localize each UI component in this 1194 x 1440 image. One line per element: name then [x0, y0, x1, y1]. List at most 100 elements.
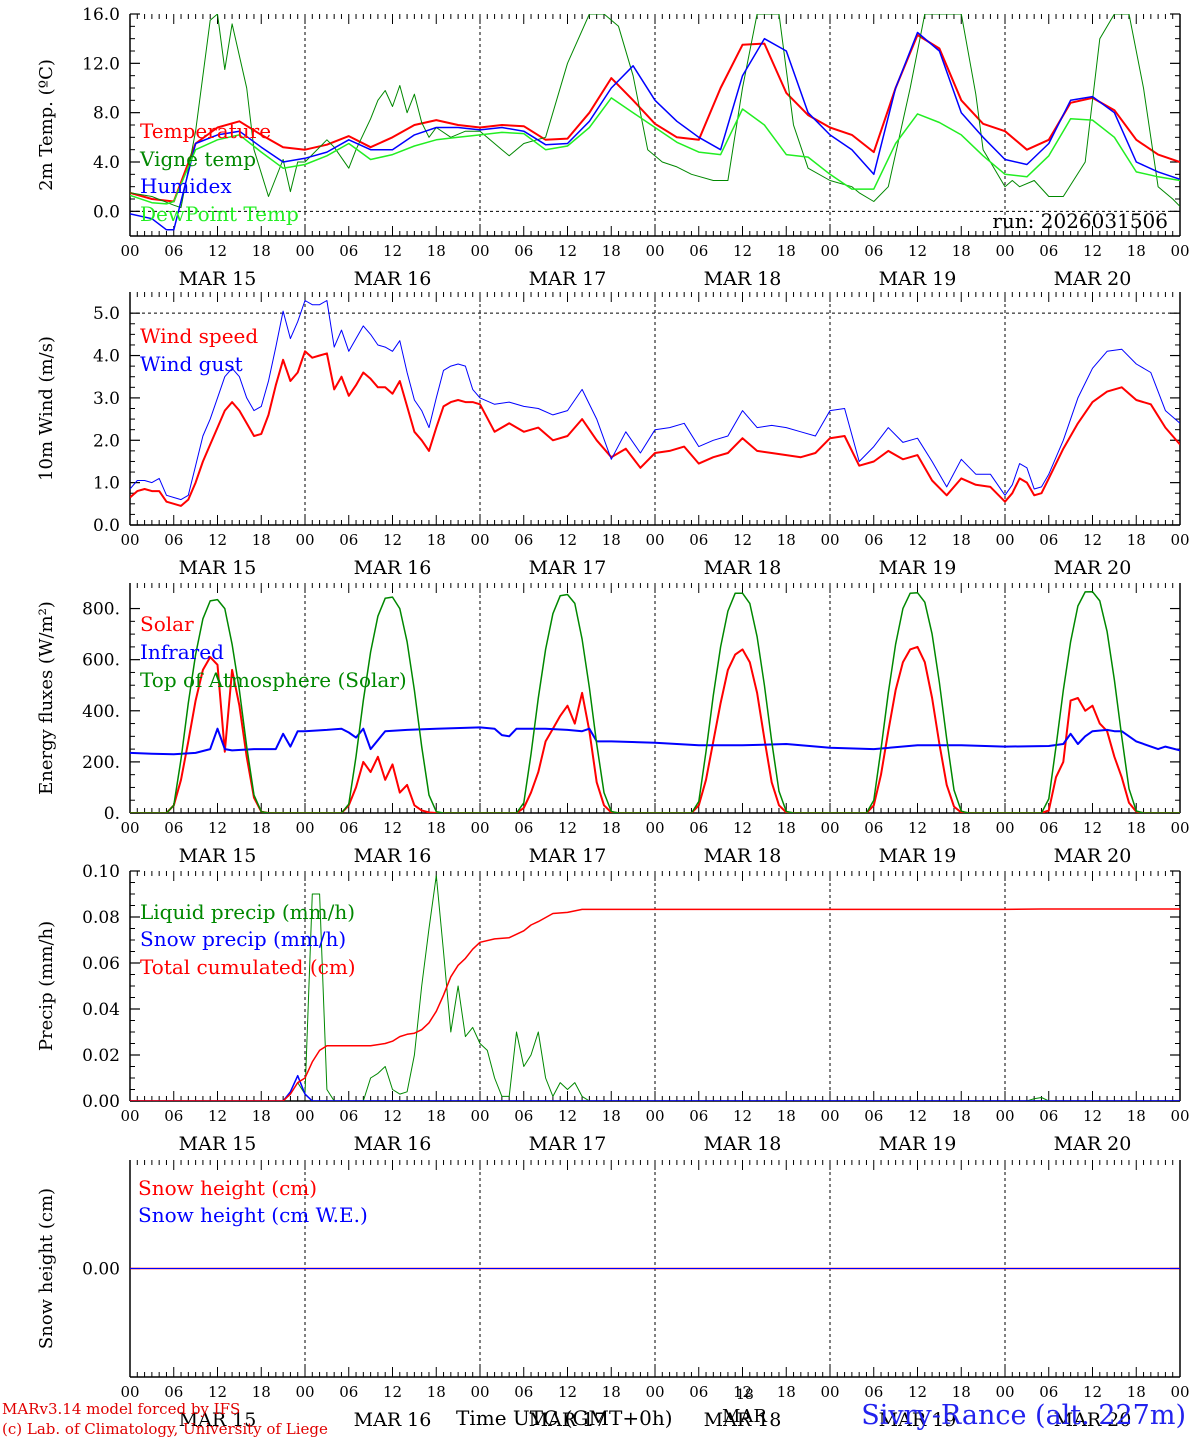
x-tick-label: 06	[514, 819, 533, 837]
x-tick-label: 00	[820, 242, 839, 260]
x-tick-label: 00	[995, 1383, 1014, 1401]
x-tick-label: 12	[1083, 242, 1102, 260]
date-label: MAR 20	[1054, 1409, 1132, 1431]
x-tick-label: 18	[252, 1107, 271, 1125]
date-label: MAR 16	[354, 268, 432, 290]
x-tick-label: 12	[383, 819, 402, 837]
x-tick-label: 18	[1127, 819, 1146, 837]
x-tick-label: 18	[777, 1107, 796, 1125]
x-tick-label: 18	[602, 242, 621, 260]
y-tick-label: 12.0	[82, 54, 120, 74]
date-label: MAR 19	[879, 1133, 957, 1155]
y-tick-label: 0.	[104, 804, 120, 824]
x-tick-label: 12	[208, 1383, 227, 1401]
date-label: MAR 20	[1054, 845, 1132, 867]
legend-humidex: Humidex	[140, 174, 232, 198]
x-tick-label: 12	[558, 819, 577, 837]
x-tick-label: 06	[514, 242, 533, 260]
x-tick-label: 12	[208, 242, 227, 260]
x-tick-label: 06	[1039, 1107, 1058, 1125]
run-annotation: run: 2026031506	[992, 209, 1168, 233]
x-tick-label: 12	[1083, 1383, 1102, 1401]
date-label: MAR 15	[179, 1409, 257, 1431]
x-tick-label: 18	[602, 1383, 621, 1401]
x-tick-label: 12	[733, 819, 752, 837]
x-tick-label: 00	[1170, 819, 1189, 837]
x-tick-label: 00	[120, 1107, 139, 1125]
date-label: MAR 15	[179, 845, 257, 867]
date-label: MAR 16	[354, 1409, 432, 1431]
x-tick-label: 18	[952, 819, 971, 837]
date-label: MAR 20	[1054, 268, 1132, 290]
date-label: MAR 19	[879, 845, 957, 867]
x-tick-label: 00	[995, 1107, 1014, 1125]
y-tick-label: 0.06	[82, 954, 120, 974]
x-tick-label: 12	[383, 242, 402, 260]
x-tick-label: 06	[339, 1107, 358, 1125]
series-line-infrared	[130, 726, 1180, 756]
x-tick-label: 18	[777, 242, 796, 260]
y-tick-label: 800.	[82, 600, 120, 620]
date-label: MAR 15	[179, 557, 257, 579]
x-tick-label: 18	[777, 819, 796, 837]
series-line-temperature	[130, 34, 1180, 203]
x-tick-label: 00	[295, 819, 314, 837]
time-axis-label: Time UTC (GMT+0h)	[456, 1406, 673, 1430]
x-tick-label: 12	[908, 531, 927, 549]
date-label: MAR 17	[529, 845, 607, 867]
x-tick-label: 12	[208, 1107, 227, 1125]
x-tick-label: 18	[427, 531, 446, 549]
date-label: MAR 17	[529, 557, 607, 579]
legend-wind-gust: Wind gust	[140, 352, 243, 376]
x-tick-label: 00	[120, 819, 139, 837]
x-tick-label: 06	[164, 1107, 183, 1125]
x-tick-label: 00	[995, 531, 1014, 549]
legend-snow-height-cm-w-e: Snow height (cm W.E.)	[138, 1203, 368, 1227]
x-tick-label: 00	[645, 1107, 664, 1125]
x-tick-label: 12	[208, 819, 227, 837]
x-tick-label: 06	[514, 531, 533, 549]
x-tick-label: 12	[908, 1383, 927, 1401]
y-tick-label: 1.0	[93, 474, 120, 494]
x-tick-label: 00	[645, 531, 664, 549]
series-line-wind-speed	[130, 350, 1180, 507]
x-tick-label: 12	[383, 1383, 402, 1401]
x-tick-label: 06	[689, 819, 708, 837]
y-tick-label: 0.04	[82, 1000, 120, 1020]
x-tick-label: 00	[470, 1107, 489, 1125]
series-line-vigne-temp	[130, 14, 1180, 209]
x-tick-label: 00	[470, 1383, 489, 1401]
y-axis-label: Energy fluxes (W/m²)	[36, 601, 57, 795]
y-tick-label: 0.0	[93, 202, 120, 222]
x-tick-label: 12	[558, 242, 577, 260]
series-line-dewpoint-temp	[130, 97, 1180, 205]
x-tick-label: 12	[1083, 531, 1102, 549]
x-tick-label: 12	[1083, 819, 1102, 837]
x-tick-label: 06	[164, 242, 183, 260]
x-tick-label: 06	[689, 531, 708, 549]
x-tick-label: 00	[470, 819, 489, 837]
legend-dewpoint-temp: DewPoint Temp	[140, 202, 299, 226]
legend-top-of-atmosphere-solar: Top of Atmosphere (Solar)	[140, 668, 407, 692]
x-tick-label: 18	[252, 819, 271, 837]
x-tick-label: 18	[252, 242, 271, 260]
date-label: MAR 16	[354, 1133, 432, 1155]
x-tick-label: 06	[689, 242, 708, 260]
y-axis-label: Precip (mm/h)	[36, 921, 57, 1051]
x-tick-label: 18	[427, 1107, 446, 1125]
footer-day-number: 18	[736, 1387, 754, 1403]
series-line-top-of-atmosphere-solar	[130, 590, 1180, 813]
x-tick-label: 06	[339, 819, 358, 837]
x-tick-label: 18	[1127, 1107, 1146, 1125]
x-tick-label: 06	[514, 1383, 533, 1401]
date-label: MAR 19	[879, 557, 957, 579]
panel-wind: 00 06 12 18 00 06 12 18 00 06 12 18 00 06 12 18 00 06 12 18…	[36, 292, 1190, 579]
x-tick-label: 12	[1083, 1107, 1102, 1125]
legend-liquid-precip-mm-h: Liquid precip (mm/h)	[140, 900, 355, 924]
x-tick-label: 18	[602, 531, 621, 549]
date-label: MAR 15	[179, 268, 257, 290]
x-tick-label: 06	[864, 819, 883, 837]
x-tick-label: 00	[645, 819, 664, 837]
x-tick-label: 00	[295, 531, 314, 549]
x-tick-label: 18	[1127, 531, 1146, 549]
